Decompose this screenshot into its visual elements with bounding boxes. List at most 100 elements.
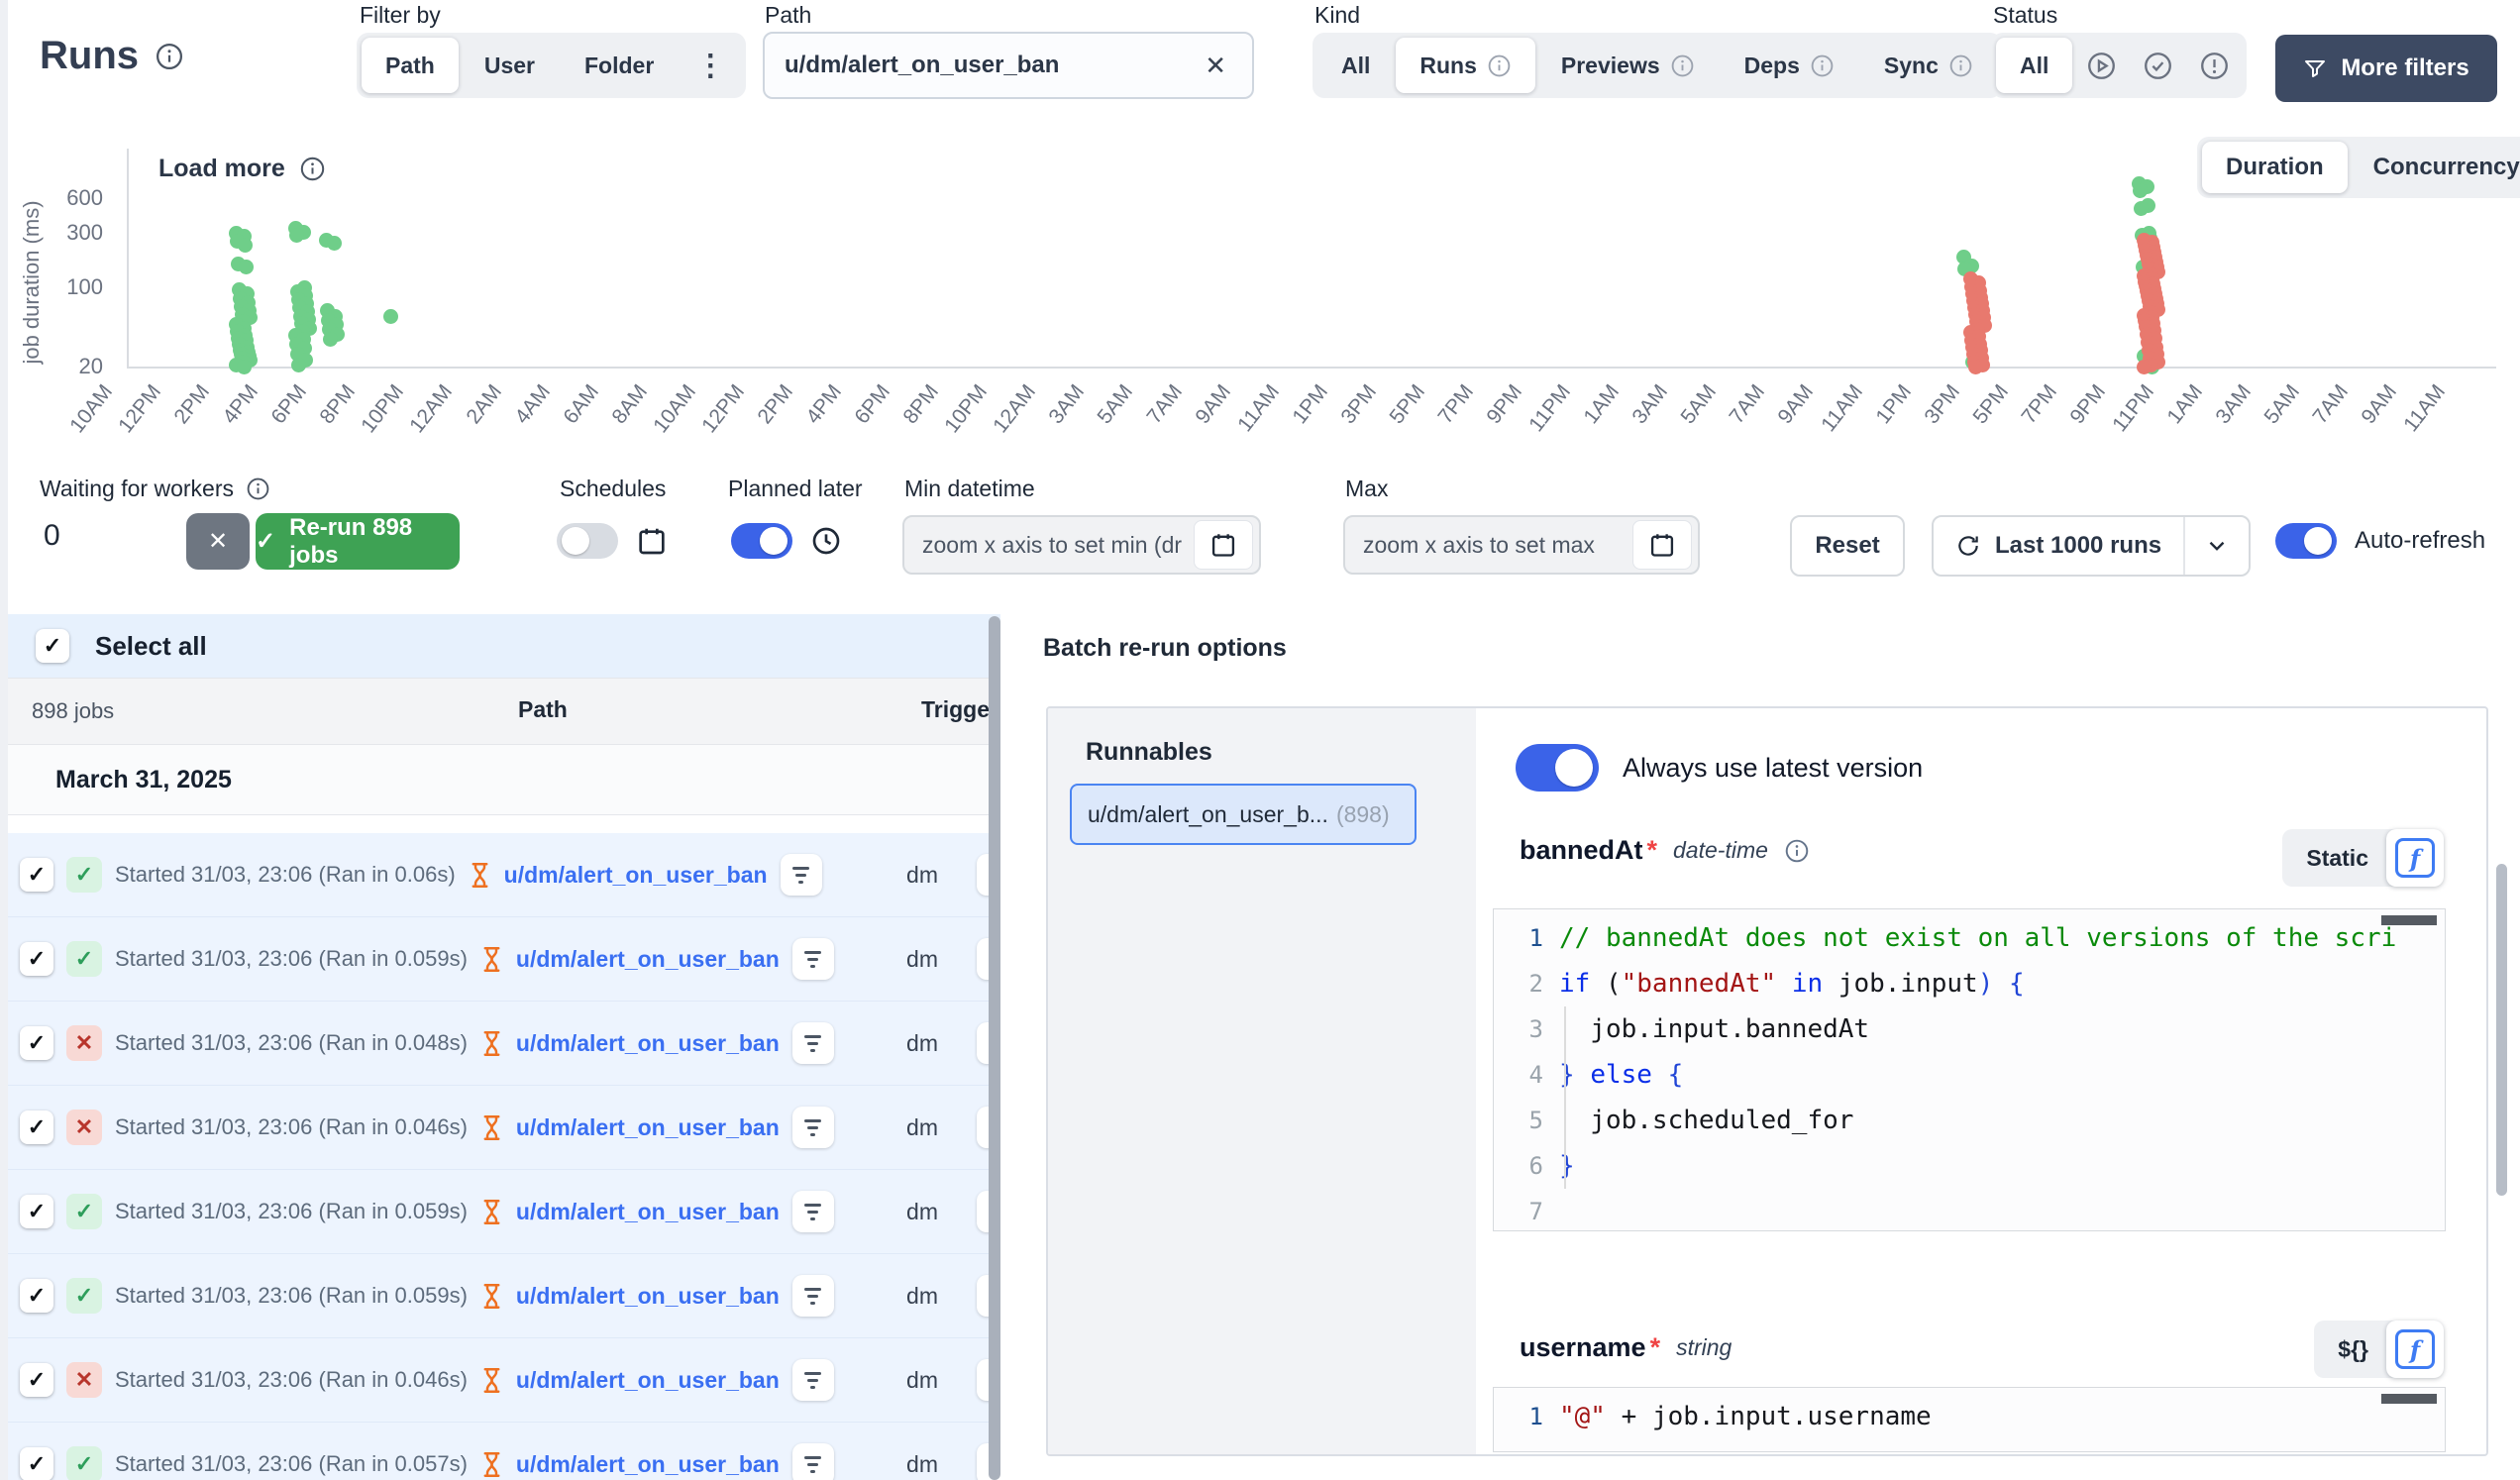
status-option-success[interactable] (2131, 38, 2185, 93)
job-path-link[interactable]: u/dm/alert_on_user_ban (515, 1366, 780, 1393)
job-row-checkbox[interactable]: ✓ (20, 1195, 53, 1228)
row-filter-button[interactable] (791, 938, 834, 980)
job-path-link[interactable]: u/dm/alert_on_user_ban (515, 1450, 780, 1477)
job-path-link[interactable]: u/dm/alert_on_user_ban (503, 861, 768, 888)
calendar-icon[interactable] (1632, 520, 1692, 570)
job-row[interactable]: ✓ ✓ Started 31/03, 23:06 (Ran in 0.06s) u/d… (8, 833, 1000, 917)
job-row-checkbox[interactable]: ✓ (20, 1279, 53, 1313)
batch-panel-scrollbar[interactable] (2496, 864, 2507, 1196)
planned-later-toggle[interactable] (731, 523, 792, 559)
chevron-down-icon[interactable] (2185, 517, 2249, 575)
scatter-point[interactable] (327, 235, 343, 251)
rerun-jobs-button[interactable]: ✓ Re-run 898 jobs (256, 513, 460, 570)
reset-button[interactable]: Reset (1790, 515, 1905, 577)
job-row[interactable]: ✓ ✓ Started 31/03, 23:06 (Ran in 0.057s) u/… (8, 1423, 1000, 1480)
filter-by-folder[interactable]: Folder (561, 38, 678, 93)
info-icon[interactable] (299, 156, 326, 182)
min-datetime-label: Min datetime (904, 476, 1035, 501)
info-icon[interactable] (246, 476, 270, 501)
min-datetime-input[interactable]: zoom x axis to set min (dr (902, 515, 1261, 575)
select-all-row[interactable]: ✓ Select all (8, 614, 1000, 678)
row-filter-button[interactable] (791, 1359, 834, 1401)
function-mode-button[interactable]: f (2386, 1321, 2444, 1378)
editor-minimap[interactable] (2381, 1394, 2437, 1404)
scatter-point[interactable] (239, 260, 255, 275)
job-row-checkbox[interactable]: ✓ (20, 1026, 53, 1060)
info-icon[interactable] (1948, 53, 1973, 78)
scatter-point[interactable] (2132, 183, 2148, 199)
info-icon[interactable] (155, 42, 184, 71)
last-runs-label: Last 1000 runs (1995, 532, 2162, 559)
row-filter-button[interactable] (791, 1275, 834, 1317)
runnable-chip[interactable]: u/dm/alert_on_user_b... (898) (1070, 784, 1417, 845)
job-row-checkbox[interactable]: ✓ (20, 1447, 53, 1480)
scatter-point[interactable] (323, 332, 339, 348)
latest-version-toggle[interactable] (1516, 744, 1599, 792)
scatter-point[interactable] (2136, 360, 2152, 374)
view-option-concurrency[interactable]: Concurrency (2350, 142, 2520, 193)
select-all-checkbox[interactable]: ✓ (36, 629, 69, 663)
job-path-link[interactable]: u/dm/alert_on_user_ban (515, 1282, 780, 1309)
row-filter-button[interactable] (791, 1443, 834, 1480)
status-option-running[interactable] (2074, 38, 2129, 93)
clock-icon[interactable] (810, 525, 842, 557)
job-row-checkbox[interactable]: ✓ (20, 1110, 53, 1144)
row-filter-button[interactable] (791, 1191, 834, 1232)
schedules-toggle[interactable] (557, 523, 618, 559)
filter-by-path[interactable]: Path (362, 38, 459, 93)
path-filter-input[interactable]: u/dm/alert_on_user_ban ✕ (763, 32, 1254, 99)
job-row[interactable]: ✓ ✕ Started 31/03, 23:06 (Ran in 0.048s) u/… (8, 1002, 1000, 1086)
more-filters-button[interactable]: More filters (2275, 35, 2497, 102)
max-datetime-input[interactable]: zoom x axis to set max (1343, 515, 1700, 575)
filter-by-user[interactable]: User (461, 38, 559, 93)
job-list-scrollbar[interactable] (989, 616, 1000, 1480)
kind-option-runs[interactable]: Runs (1396, 38, 1535, 93)
scatter-point[interactable] (1968, 360, 1984, 374)
kebab-menu-icon[interactable]: ⋮ (695, 49, 726, 82)
job-row-checkbox[interactable]: ✓ (20, 858, 53, 892)
status-option-failure[interactable] (2187, 38, 2242, 93)
clear-icon[interactable]: ✕ (1205, 50, 1226, 80)
calendar-icon[interactable] (1194, 520, 1253, 570)
job-row-checkbox[interactable]: ✓ (20, 1363, 53, 1397)
editor-minimap[interactable] (2381, 915, 2437, 925)
status-option-all[interactable]: All (1996, 38, 2073, 93)
scatter-point[interactable] (291, 357, 306, 372)
kind-option-all[interactable]: All (1317, 38, 1394, 93)
info-icon[interactable] (1810, 53, 1835, 78)
job-path-link[interactable]: u/dm/alert_on_user_ban (515, 1029, 780, 1056)
row-filter-button[interactable] (780, 854, 822, 896)
scatter-point[interactable] (238, 237, 254, 253)
left-edge-strip (0, 0, 8, 1480)
scatter-point[interactable] (382, 309, 398, 325)
code-editor-username[interactable]: 1 "@" + job.input.username (1493, 1387, 2446, 1452)
code-editor-bannedat[interactable]: 1 // bannedAt does not exist on all versi… (1493, 908, 2446, 1231)
row-filter-button[interactable] (791, 1022, 834, 1064)
job-row[interactable]: ✓ ✕ Started 31/03, 23:06 (Ran in 0.046s) u/… (8, 1338, 1000, 1423)
job-row[interactable]: ✓ ✕ Started 31/03, 23:06 (Ran in 0.046s) u/… (8, 1086, 1000, 1170)
kind-option-sync[interactable]: Sync (1860, 38, 1997, 93)
job-path-link[interactable]: u/dm/alert_on_user_ban (515, 1198, 780, 1224)
job-row[interactable]: ✓ ✓ Started 31/03, 23:06 (Ran in 0.059s) u/… (8, 917, 1000, 1002)
job-row[interactable]: ✓ ✓ Started 31/03, 23:06 (Ran in 0.059s) u/… (8, 1254, 1000, 1338)
cancel-selection-button[interactable]: ✕ (186, 513, 250, 570)
scatter-point[interactable] (289, 228, 304, 244)
scatter-point[interactable] (237, 360, 253, 374)
job-path-link[interactable]: u/dm/alert_on_user_ban (515, 945, 780, 972)
info-icon[interactable] (1487, 53, 1512, 78)
info-icon[interactable] (1670, 53, 1695, 78)
auto-refresh-toggle[interactable] (2275, 523, 2337, 559)
calendar-icon[interactable] (636, 525, 668, 557)
function-mode-button[interactable]: f (2386, 829, 2444, 887)
view-option-duration[interactable]: Duration (2202, 142, 2348, 193)
job-row[interactable]: ✓ ✓ Started 31/03, 23:06 (Ran in 0.059s) u/… (8, 1170, 1000, 1254)
info-icon[interactable] (1784, 838, 1810, 864)
job-path-link[interactable]: u/dm/alert_on_user_ban (515, 1113, 780, 1140)
kind-option-deps[interactable]: Deps (1721, 38, 1858, 93)
row-filter-button[interactable] (791, 1107, 834, 1148)
scatter-point[interactable] (2133, 201, 2149, 217)
job-row-checkbox[interactable]: ✓ (20, 942, 53, 976)
last-runs-refresh[interactable]: Last 1000 runs (1934, 517, 2183, 575)
load-more-button[interactable]: Load more (158, 155, 326, 183)
kind-option-previews[interactable]: Previews (1537, 38, 1719, 93)
